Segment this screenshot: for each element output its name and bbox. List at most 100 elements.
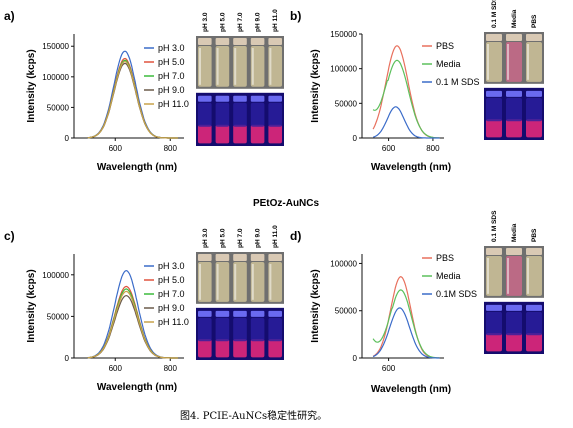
chart-b: 0 50000 100000 150000 600 800 Wavelength (nm) I… <box>310 30 480 173</box>
y-tick-label: 0 <box>65 354 70 363</box>
vial-label: pH 11.0 <box>272 225 279 248</box>
vial-body-uv <box>268 317 282 342</box>
vial-body <box>215 262 230 302</box>
legend-label: pH 3.0 <box>158 43 185 53</box>
vial-highlight <box>199 264 201 300</box>
vial-cap <box>486 34 502 41</box>
vial-label: pH 9.0 <box>255 228 262 248</box>
vial-cap <box>486 248 502 255</box>
vial-cap <box>526 34 542 41</box>
legend-label: pH 11.0 <box>158 99 189 109</box>
vial-cap <box>268 254 282 261</box>
vial-glow <box>506 333 522 352</box>
vial-glow <box>268 124 282 144</box>
vial-label: PBS <box>531 14 538 28</box>
y-tick-label: 150000 <box>42 42 69 51</box>
y-tick-label: 0 <box>65 134 70 143</box>
vial-body-uv <box>526 97 542 122</box>
vial-photo-d: 0.1 M SDS Media PBS <box>484 210 544 354</box>
vial-cap-uv <box>198 95 212 102</box>
vial-cap-uv <box>486 304 502 311</box>
vial-glow <box>250 124 265 144</box>
vial-body-uv <box>215 102 230 127</box>
vial-highlight <box>216 48 219 85</box>
y-tick-label: 50000 <box>335 99 358 108</box>
vial-highlight <box>507 258 509 294</box>
vial-highlight <box>527 258 529 294</box>
y-tick-label: 100000 <box>42 73 69 82</box>
legend-label: Media <box>436 271 461 281</box>
vial-body-uv <box>250 317 265 342</box>
vial-label: pH 7.0 <box>237 228 244 248</box>
vial-label: 0.1 M SDS <box>491 210 498 242</box>
vial-cap <box>506 34 522 41</box>
x-tick-label: 600 <box>382 364 396 373</box>
vial-glow <box>233 339 247 358</box>
legend-label: PBS <box>436 253 454 263</box>
x-tick-label: 600 <box>109 144 123 153</box>
vial-glow <box>215 339 230 358</box>
vial-glow <box>198 124 212 144</box>
vial-body-uv <box>233 102 247 127</box>
vial-glow <box>486 333 502 352</box>
series-line <box>372 307 440 359</box>
vial-body <box>198 262 212 302</box>
vial-body <box>233 262 247 302</box>
y-tick-label: 50000 <box>47 103 70 112</box>
vial-cap <box>233 38 247 45</box>
vial-label: pH 5.0 <box>219 228 226 248</box>
vial-highlight <box>487 258 489 294</box>
vial-glow <box>506 119 522 138</box>
x-axis-title: Wavelength (nm) <box>371 162 451 173</box>
vial-body <box>268 262 282 302</box>
vial-cap <box>198 38 212 45</box>
panel-a-letter: a) <box>4 9 15 23</box>
vial-label: pH 11.0 <box>272 9 279 32</box>
legend-label: pH 3.0 <box>158 261 185 271</box>
y-tick-label: 0 <box>353 354 358 363</box>
y-tick-label: 100000 <box>42 271 69 280</box>
vial-photo-c: pH 3.0 pH 5.0 pH 7.0 pH 9.0 pH 11.0 <box>196 225 284 360</box>
series-line <box>87 60 178 139</box>
vial-body-uv <box>486 97 502 122</box>
vial-body <box>486 256 502 296</box>
vial-glow <box>526 119 542 138</box>
vial-highlight <box>251 264 254 300</box>
vial-photo-a: pH 3.0 pH 5.0 pH 7.0 pH 9.0 pH 11.0 <box>196 9 284 146</box>
vial-cap <box>250 38 265 45</box>
series-line <box>87 290 178 359</box>
vial-body <box>233 46 247 87</box>
y-tick-label: 0 <box>353 134 358 143</box>
legend-label: pH 7.0 <box>158 71 185 81</box>
vial-body <box>526 256 542 296</box>
x-tick-label: 600 <box>382 144 396 153</box>
vial-highlight <box>234 264 237 300</box>
vial-label: 0.1 M SDS <box>491 0 498 28</box>
legend-label: 0.1M SDS <box>436 289 477 299</box>
vial-body-uv <box>506 97 522 122</box>
x-axis-title: Wavelength (nm) <box>97 162 177 173</box>
vial-highlight <box>507 44 509 80</box>
chart-a: 0 50000 100000 150000 600 800 Wavelength (nm) I… <box>26 34 189 173</box>
y-tick-label: 50000 <box>47 312 70 321</box>
vial-label: pH 5.0 <box>219 12 226 32</box>
vial-cap <box>215 254 230 261</box>
vial-body <box>486 42 502 82</box>
vial-photo-b: 0.1 M SDS Media PBS <box>484 0 544 140</box>
vial-glow <box>268 339 282 358</box>
vial-cap <box>198 254 212 261</box>
vial-cap <box>506 248 522 255</box>
vial-label: PBS <box>531 228 538 242</box>
vial-highlight <box>487 44 489 80</box>
series-line <box>372 289 440 359</box>
y-tick-label: 50000 <box>335 307 358 316</box>
legend-label: pH 9.0 <box>158 303 185 313</box>
vial-cap <box>215 38 230 45</box>
vial-label: pH 9.0 <box>255 12 262 32</box>
legend-label: pH 11.0 <box>158 317 189 327</box>
vial-cap-uv <box>506 304 522 311</box>
x-axis-title: Wavelength (nm) <box>97 382 177 393</box>
vial-label: pH 7.0 <box>237 12 244 32</box>
vial-body-uv <box>198 102 212 127</box>
